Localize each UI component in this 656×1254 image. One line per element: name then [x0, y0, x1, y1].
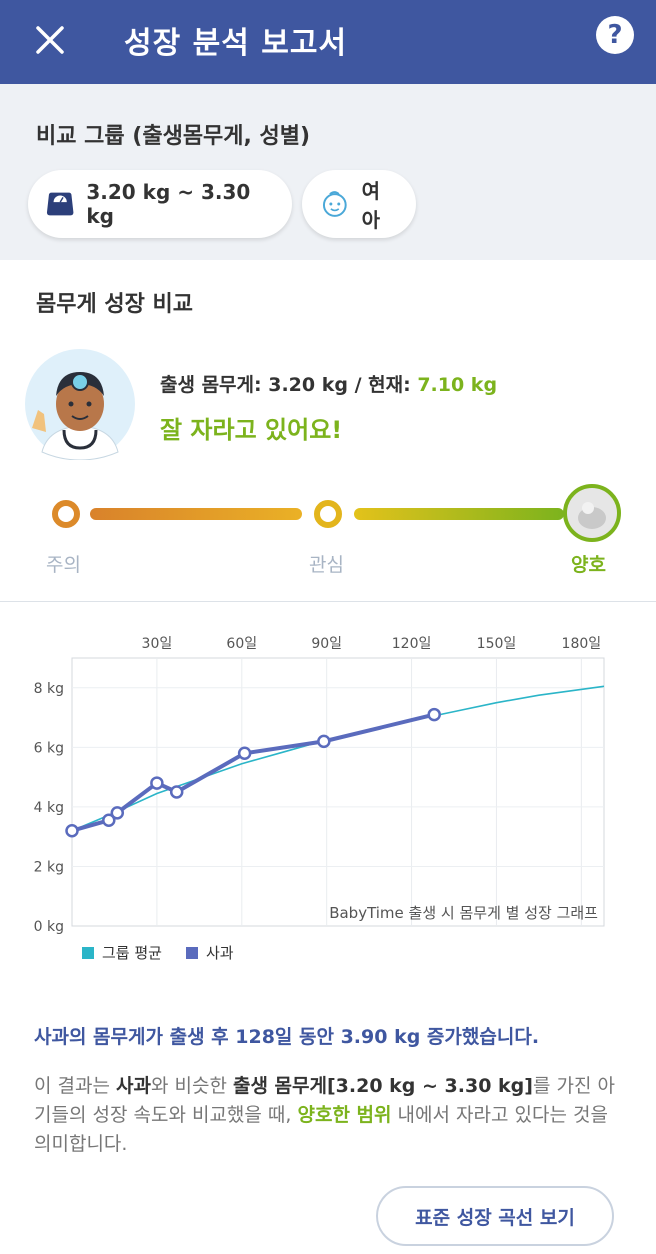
page-title: 성장 분석 보고서 [124, 26, 348, 61]
desc-baby-name: 사과 [116, 1075, 151, 1097]
scale-marker-caution [52, 500, 80, 528]
growth-message: 잘 자라고 있어요! [160, 416, 343, 444]
chart-x-tick-label: 120일 [392, 636, 432, 652]
comparison-group-section: 비교 그룹 (출생몸무게, 성별) 3.20 kg ~ 3.30 kg 여아 [0, 84, 656, 260]
doctor-avatar-icon [25, 349, 135, 460]
baby-weight-point [65, 823, 79, 838]
scale-segment-caution [90, 508, 302, 520]
baby-weight-point [110, 806, 125, 820]
scale-icon [46, 192, 74, 216]
standard-growth-curve-button[interactable]: 표준 성장 곡선 보기 [376, 1186, 614, 1246]
scale-marker-interest [314, 500, 342, 528]
sex-text: 여아 [361, 179, 381, 232]
chart-legend-swatch [186, 947, 198, 959]
chart-y-tick-label: 0 kg [34, 919, 64, 935]
weight-range-chip: 3.20 kg ~ 3.30 kg [28, 170, 292, 238]
growth-summary-description: 이 결과는 사과와 비슷한 출생 몸무게[3.20 kg ~ 3.30 kg]를… [34, 1072, 630, 1159]
baby-weight-point [427, 707, 441, 722]
desc-text: 이 결과는 [34, 1075, 116, 1097]
close-icon[interactable] [30, 20, 70, 60]
scale-segment-interest [354, 508, 564, 520]
chart-caption: BabyTime 출생 시 몸무게 별 성장 그래프 [329, 904, 598, 922]
birth-weight-label: 출생 몸무게: 3.20 kg / 현재: [160, 374, 418, 396]
chart-x-tick-label: 150일 [477, 636, 517, 652]
scale-label-interest: 관심 [309, 554, 344, 576]
chart-legend-label: 그룹 평균 [102, 944, 162, 962]
desc-text: 를 가진 아기들의 성장 속도와 비교했을 때, [34, 1075, 615, 1126]
comparison-group-heading: 비교 그룹 (출생몸무게, 성별) [36, 124, 311, 149]
chart-x-tick-label: 60일 [226, 636, 257, 652]
current-weight-value: 7.10 kg [417, 374, 498, 396]
chart-x-tick-label: 30일 [142, 636, 173, 652]
chart-y-tick-label: 6 kg [34, 740, 64, 756]
baby-weight-point [237, 746, 252, 761]
growth-chart: 30일 60일 90일 120일 150일 180일 0 kg 2 kg 4 kg 6 kg 8 k… [34, 636, 605, 962]
sex-chip: 여아 [302, 170, 416, 238]
baby-weight-point [102, 813, 116, 828]
section-divider [0, 601, 656, 602]
chart-x-tick-label: 180일 [562, 636, 602, 652]
weight-range-text: 3.20 kg ~ 3.30 kg [86, 180, 251, 228]
chart-x-tick-label: 90일 [311, 636, 342, 652]
chart-legend-label: 사과 [206, 944, 234, 962]
desc-good-range: 양호한 범위 [297, 1104, 392, 1126]
weight-growth-heading: 몸무게 성장 비교 [36, 292, 193, 317]
baby-face-icon [322, 191, 347, 217]
baby-weight-point [150, 776, 164, 790]
baby-weight-point [317, 734, 331, 749]
growth-status-scale [52, 484, 621, 542]
desc-birth-weight: 출생 몸무게[3.20 kg ~ 3.30 kg] [232, 1075, 533, 1097]
chart-y-tick-label: 8 kg [34, 681, 64, 697]
app-bar: 성장 분석 보고서 ? [0, 0, 656, 84]
scale-label-good: 양호 [571, 554, 606, 576]
baby-weight-point [169, 785, 184, 799]
desc-text: 내에서 자라고 있다는 것을 의미합니다. [34, 1104, 608, 1155]
help-icon[interactable]: ? [596, 16, 634, 54]
chart-y-tick-label: 2 kg [34, 859, 64, 875]
growth-summary-headline: 사과의 몸무게가 출생 후 128일 동안 3.90 kg 증가했습니다. [34, 1026, 540, 1048]
desc-text: 와 비슷한 [150, 1075, 233, 1097]
chart-legend-swatch [82, 947, 94, 959]
chart-y-tick-label: 4 kg [34, 800, 64, 816]
weight-summary-line: 출생 몸무게: 3.20 kg / 현재: 7.10 kg [160, 370, 497, 397]
scale-label-caution: 주의 [46, 554, 81, 576]
